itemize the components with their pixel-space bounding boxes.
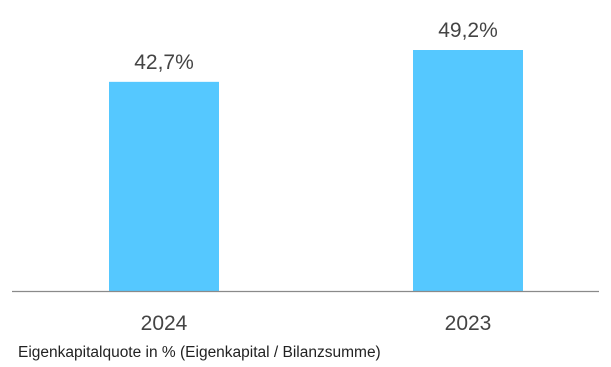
bars-group (109, 50, 523, 291)
bar-chart: 42,7% 2024 49,2% 2023 (12, 19, 599, 335)
category-label-2024: 2024 (141, 312, 188, 335)
value-label-2023: 49,2% (438, 19, 498, 42)
value-label-2024: 42,7% (134, 51, 194, 74)
labels-group: 42,7% 2024 49,2% 2023 (134, 19, 498, 335)
bar-2023 (413, 50, 523, 291)
chart-caption: Eigenkapitalquote in % (Eigenkapital / B… (18, 344, 381, 361)
bar-2024 (109, 81, 219, 291)
category-label-2023: 2023 (445, 312, 492, 335)
